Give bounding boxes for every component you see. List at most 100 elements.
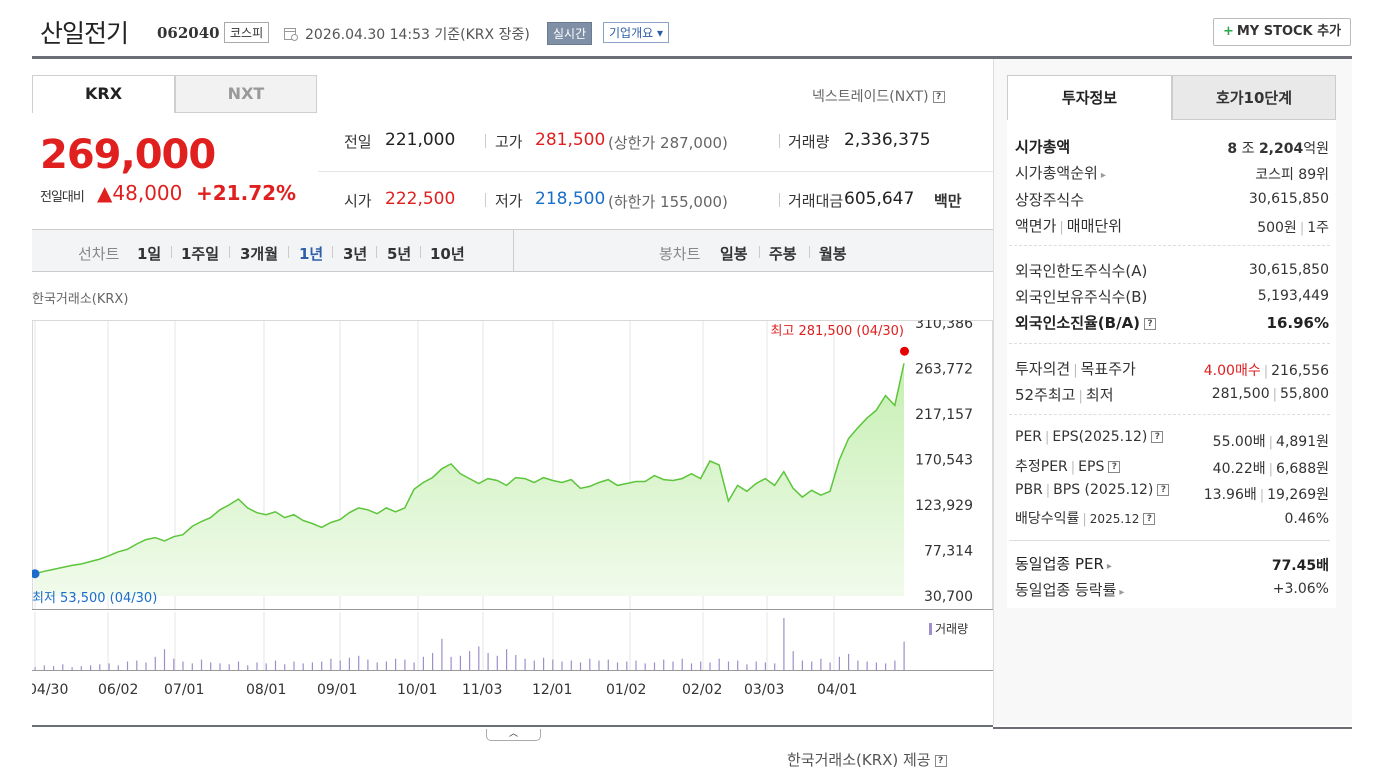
divider	[171, 246, 172, 258]
facevalue-label: 액면가 | 매매단위	[1015, 217, 1122, 235]
volume-bar	[700, 661, 702, 670]
foreign-ratio-value: 16.96%	[1266, 314, 1329, 332]
mystock-label: MY STOCK 추가	[1236, 24, 1342, 39]
divider	[759, 246, 760, 258]
candle-weekly[interactable]: 주봉	[769, 245, 797, 263]
volume-bar	[718, 658, 720, 670]
realtime-button[interactable]: 실시간	[547, 22, 593, 45]
volume-bar	[53, 666, 55, 670]
industry-change-value: +3.06%	[1272, 581, 1329, 597]
industry-per-value: 77.45배	[1271, 558, 1329, 574]
y-tick-label: 217,157	[915, 407, 973, 423]
volume-bar	[533, 660, 535, 670]
volume-bar	[274, 660, 277, 670]
nextrade-label: 넥스트레이드(NXT)	[812, 89, 929, 105]
turnover-unit: 백만	[934, 192, 962, 210]
help-icon[interactable]: ?	[1144, 317, 1157, 330]
market-cap-rank: 코스피 89위	[1255, 167, 1329, 183]
x-tick-label: 02/02	[682, 682, 722, 698]
x-tick-label: 06/02	[98, 682, 138, 698]
volume-bar	[857, 660, 859, 670]
y-tick-label: 123,929	[915, 498, 973, 514]
volume-bar	[404, 659, 406, 670]
period-3y[interactable]: 3년	[343, 245, 368, 263]
dividend-value: 0.46%	[1284, 511, 1329, 527]
candle-chart-label: 봉차트	[659, 245, 701, 263]
candle-daily[interactable]: 일봉	[720, 245, 748, 263]
volume-bar	[894, 660, 896, 670]
help-icon[interactable]: ?	[934, 754, 947, 767]
tab-invest-info[interactable]: 투자정보	[1007, 75, 1172, 120]
x-tick-label: 04/01	[817, 682, 857, 698]
y-tick-label: 170,543	[915, 453, 973, 469]
tab-nxt[interactable]: NXT	[175, 75, 317, 113]
help-icon[interactable]: ?	[1151, 431, 1164, 443]
market-badge: 코스피	[224, 22, 270, 43]
period-5y[interactable]: 5년	[387, 245, 412, 263]
volume-bar	[432, 653, 434, 670]
open-value: 222,500	[385, 189, 456, 209]
help-icon[interactable]: ?	[1143, 513, 1156, 525]
volume-bar	[774, 663, 776, 670]
tab-krx[interactable]: KRX	[32, 75, 175, 113]
volume-bar	[62, 664, 64, 670]
period-1w[interactable]: 1주일	[181, 245, 220, 263]
volume-bar	[376, 662, 378, 670]
period-bar	[32, 229, 993, 272]
help-icon[interactable]: ?	[932, 91, 945, 103]
period-10y[interactable]: 10년	[430, 245, 465, 263]
mystock-add-button[interactable]: + MY STOCK 추가	[1213, 18, 1351, 46]
change-value: ▲48,000	[97, 181, 183, 205]
per-value: 55.00배 | 4,891원	[1212, 434, 1329, 450]
candle-monthly[interactable]: 월봉	[819, 245, 847, 263]
volume-bar	[302, 663, 304, 670]
change-percent: +21.72%	[196, 181, 297, 205]
foreign-limit-label: 외국인한도주식수(A)	[1015, 262, 1148, 280]
company-overview-dropdown[interactable]: 기업개요 ▾	[603, 22, 669, 43]
opinion-label: 투자의견 | 목표주가	[1015, 360, 1136, 378]
foreign-ratio-label: 외국인소진율(B/A)?	[1015, 312, 1157, 333]
industry-change-link[interactable]: 동일업종 등락률 ▸	[1015, 581, 1125, 599]
high-marker	[900, 346, 909, 356]
volume-bar	[90, 665, 92, 670]
period-1d[interactable]: 1일	[137, 245, 162, 263]
market-cap-value: 8 조 2,204억원	[1227, 141, 1329, 157]
est-per-value: 40.22배 | 6,688원	[1212, 461, 1329, 477]
tab-orderbook-10[interactable]: 호가10단계	[1172, 75, 1336, 120]
help-icon[interactable]: ?	[1157, 484, 1170, 496]
price-chart[interactable]: 310,386 263,772 217,157 170,543 123,929 77,31…	[32, 320, 993, 610]
volume-bar	[570, 660, 572, 670]
x-tick-label: 10/01	[397, 682, 437, 698]
divider	[1009, 540, 1330, 541]
volume-bar	[265, 663, 267, 670]
volume-bar	[136, 660, 138, 670]
industry-per-link[interactable]: 동일업종 PER ▸	[1015, 555, 1112, 573]
volume-bar	[126, 661, 129, 670]
pbr-value: 13.96배 | 19,269원	[1203, 487, 1329, 503]
volume-bar	[43, 665, 45, 670]
market-cap-rank-link[interactable]: 시가총액순위 ▸	[1015, 164, 1106, 182]
volume-bar	[358, 655, 360, 670]
volume-bar	[579, 662, 582, 670]
period-3m[interactable]: 3개월	[240, 245, 279, 263]
volume-bar	[311, 662, 313, 670]
data-provider: 한국거래소(KRX) 제공?	[787, 749, 947, 770]
volume-bar	[755, 661, 757, 670]
volume-bar	[237, 661, 240, 670]
market-cap-label: 시가총액	[1015, 138, 1071, 156]
volume-bar	[163, 649, 166, 670]
period-1y[interactable]: 1년	[299, 245, 324, 263]
line-chart-label: 선차트	[78, 245, 120, 263]
volume-bar	[543, 657, 545, 670]
volume-bar	[200, 659, 203, 670]
volume-bar	[607, 659, 609, 670]
plus-icon: +	[1222, 24, 1234, 39]
nextrade-link[interactable]: 넥스트레이드(NXT)?	[812, 86, 945, 106]
fold-chart-button[interactable]: ︿	[486, 729, 541, 741]
high-label: 고가	[495, 133, 523, 151]
help-icon[interactable]: ?	[1108, 461, 1121, 473]
x-tick-label: 04/30	[32, 682, 68, 698]
volume-bar	[422, 656, 424, 670]
right-bottom-divider	[993, 727, 1352, 729]
volume-bar	[330, 658, 332, 670]
